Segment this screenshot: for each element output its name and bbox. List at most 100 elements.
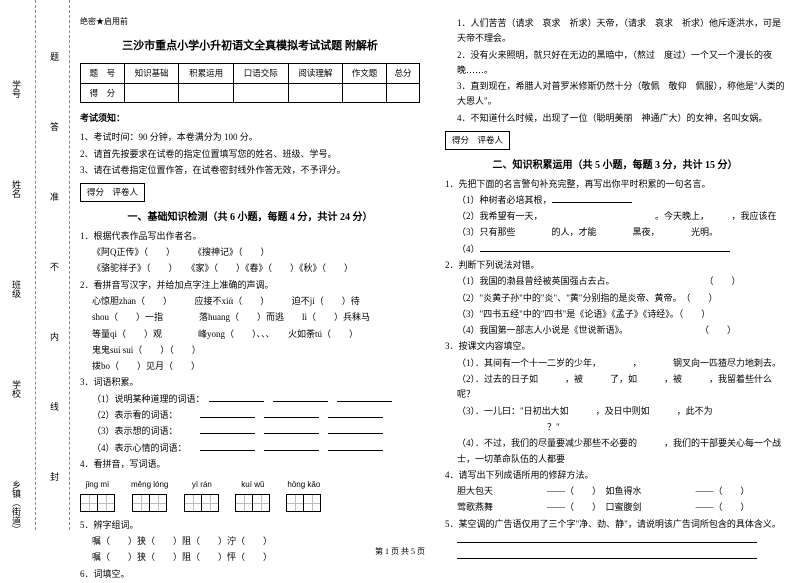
pinyin-label: yì rán (192, 478, 212, 492)
fill-blank (328, 408, 383, 418)
score-header: 阅读理解 (288, 64, 343, 83)
tianzige-cell (97, 494, 115, 512)
section1-title: 一、基础知识检测（共 6 小题，每题 4 分，共计 24 分） (80, 209, 420, 226)
q1-line: 《骆驼祥子》（ ） 《家》（ ）《春》（ ）《秋》（ ） (80, 261, 420, 276)
score-header: 积累运用 (179, 64, 234, 83)
page-footer: 第 1 页 共 5 页 (0, 546, 800, 557)
score-cell (179, 83, 234, 102)
score-cell (288, 83, 343, 102)
fill-blank (200, 408, 255, 418)
q2-line: 鬼鬼sui sui（ ）（ ） (80, 343, 420, 358)
pinyin-label: hōng kǎo (287, 478, 320, 492)
q2-line: 等量qi（ ）观 峰yong（ ）、、、 火如荼tú（ ） (80, 327, 420, 342)
q2-stem: 2．看拼音写汉字，并给加点字注上准确的声调。 (80, 278, 420, 293)
s2q1-line: （1）种树者必培其根， (445, 193, 785, 208)
score-cell (386, 83, 419, 102)
r-line: 4．不知道什么时候，出现了一位（聪明美丽 神通广大）的女神，名叫女娲。 (445, 111, 785, 126)
score-table: 题 号 知识基础 积累运用 口语交际 阅读理解 作文题 总分 得 分 (80, 63, 420, 103)
fill-blank (200, 441, 255, 451)
q3-line: （4）表示心情的词语： (80, 441, 420, 456)
tianzige-cell (80, 494, 98, 512)
fill-blank (273, 392, 328, 402)
tianzige-cell (235, 494, 253, 512)
s2q1-line: （4） (445, 242, 785, 257)
tianzige-cell (201, 494, 219, 512)
tianzige-cell (286, 494, 304, 512)
score-cell (124, 83, 179, 102)
tianzige-pair: kuí wǔ (235, 478, 270, 512)
s2q4-stem: 4．请写出下列成语所用的修辞方法。 (445, 468, 785, 483)
tianzige-pair: yì rán (184, 478, 219, 512)
score-rater-box: 得分 评卷人 (80, 183, 145, 201)
s2q2-line: （4）我国第一部志人小说是《世说新语》。 （ ） (445, 323, 785, 338)
tianzige-pair: jǐng mì (80, 478, 115, 512)
q3-line: （2）表示看的词语： (80, 408, 420, 423)
score-header: 作文题 (343, 64, 387, 83)
binding-char: 不 (50, 260, 59, 273)
binding-char: 题 (50, 50, 59, 63)
q1-line: 《阿Q正传》（ ） 《搜神记》（ ） (80, 245, 420, 260)
right-column: 1．人们苦苦（请求 哀求 祈求）天帝，（请求 哀求 祈求）他斥逐洪水，可是天帝不… (445, 15, 785, 583)
tianzige-row: jǐng mì měng lóng yì rán kuí wǔ hōng kǎo (80, 478, 420, 512)
q4-stem: 4．看拼音，写词语。 (80, 457, 420, 472)
tianzige-cell (184, 494, 202, 512)
exam-title: 三沙市重点小学小升初语文全真模拟考试试题 附解析 (80, 37, 420, 56)
tianzige-pair: měng lóng (131, 478, 168, 512)
q2-line: 拨bo（ ）见月（ ） (80, 359, 420, 374)
binding-label: 学校 (10, 380, 23, 398)
tianzige-cell (149, 494, 167, 512)
s2q2-stem: 2．判断下列说法对错。 (445, 258, 785, 273)
q1-stem: 1．根据代表作品写出作者名。 (80, 229, 420, 244)
tianzige-pair: hōng kǎo (286, 478, 321, 512)
r-line: 3．直到现在，希腊人对普罗米修斯仍然十分（敬佩 敬仰 佩服），称他是"人类的大恩… (445, 79, 785, 110)
q3-label: （2）表示看的词语： (92, 410, 173, 420)
s2q2-line: （1）我国的渤县曾经被英国强占去占。 （ ） (445, 274, 785, 289)
s2q3-line: （1）．其间有一个十一二岁的少年， ， 钢叉向一匹猹尽力地刺去。 (445, 356, 785, 371)
notice-item: 3、请在试卷指定位置作答，在试卷密封线外作答无效，不予评分。 (80, 163, 420, 178)
score-cell (233, 83, 288, 102)
q2-line: 心惊胆zhan（ ） 应接不xiά（ ） 迫不jí（ ）待 (80, 294, 420, 309)
s2q3-line: （2）．过去的日子如 ，被 了，如 ，被 ，我留着些什么呢？ (445, 372, 785, 403)
binding-label: 姓名 (10, 180, 23, 198)
binding-label: 乡镇（街道） (10, 480, 23, 530)
s2q1-line: （3）只有那些 的人，才能 黑夜， 光明。 (445, 225, 785, 240)
q6-stem: 6．词填空。 (80, 567, 420, 582)
notice-title: 考试须知： (80, 111, 420, 126)
fill-blank (200, 424, 255, 434)
fill-blank (328, 424, 383, 434)
tianzige-cell (252, 494, 270, 512)
score-header: 口语交际 (233, 64, 288, 83)
q3-label: （3）表示想的词语： (92, 426, 173, 436)
main-content: 绝密★启用前 三沙市重点小学小升初语文全真模拟考试试题 附解析 题 号 知识基础… (80, 15, 785, 583)
binding-dashline (35, 0, 36, 530)
fill-blank (209, 392, 264, 402)
score-row-label: 得 分 (81, 83, 125, 102)
score-rater-box: 得分 评卷人 (445, 131, 510, 149)
score-header: 知识基础 (124, 64, 179, 83)
q3-label: （4）表示心情的词语： (92, 443, 182, 453)
text: （4） (457, 244, 480, 254)
secret-note: 绝密★启用前 (80, 15, 420, 29)
section2-title: 二、知识积累运用（共 5 小题，每题 3 分，共计 15 分） (445, 157, 785, 174)
notice-item: 1、考试时间：90 分钟，本卷满分为 100 分。 (80, 130, 420, 145)
s2q5-stem: 5．某空调的广告语仅用了三个字"净、劲、静"，请说明该广告词所包含的具体含义。 (445, 517, 785, 532)
tianzige-cell (303, 494, 321, 512)
s2q2-line: （2）"炎黄子孙"中的"炎"、"黄"分别指的是炎帝、黄帝。 （ ） (445, 291, 785, 306)
fill-blank (264, 408, 319, 418)
s2q2-line: （3）"四书五经"中的"四书"是《论语》《孟子》《诗经》。（ ） (445, 307, 785, 322)
q3-stem: 3．词语积累。 (80, 375, 420, 390)
binding-char: 线 (50, 400, 59, 413)
s2q3-stem: 3．按课文内容填空。 (445, 339, 785, 354)
s2q1-stem: 1．先把下面的名言警句补充完整，再写出你平时积累的一句名言。 (445, 177, 785, 192)
fill-blank (328, 441, 383, 451)
s2q3-line: （3）．一儿曰："日初出大如 ，及日中则如 ，此不为 (445, 404, 785, 419)
pinyin-label: kuí wǔ (241, 478, 264, 492)
s2q3-line: （4）．不过，我们的尽量要减少那些不必要的 ，我们的干部要关心每一个战士，一切革… (445, 436, 785, 467)
score-header: 总分 (386, 64, 419, 83)
tianzige-cell (132, 494, 150, 512)
score-cell (343, 83, 387, 102)
q3-line: （3）表示想的词语： (80, 424, 420, 439)
pinyin-label: jǐng mì (86, 478, 110, 492)
q3-label: （1）说明某种道理的词语： (92, 394, 200, 404)
binding-label: 学号 (10, 80, 23, 98)
